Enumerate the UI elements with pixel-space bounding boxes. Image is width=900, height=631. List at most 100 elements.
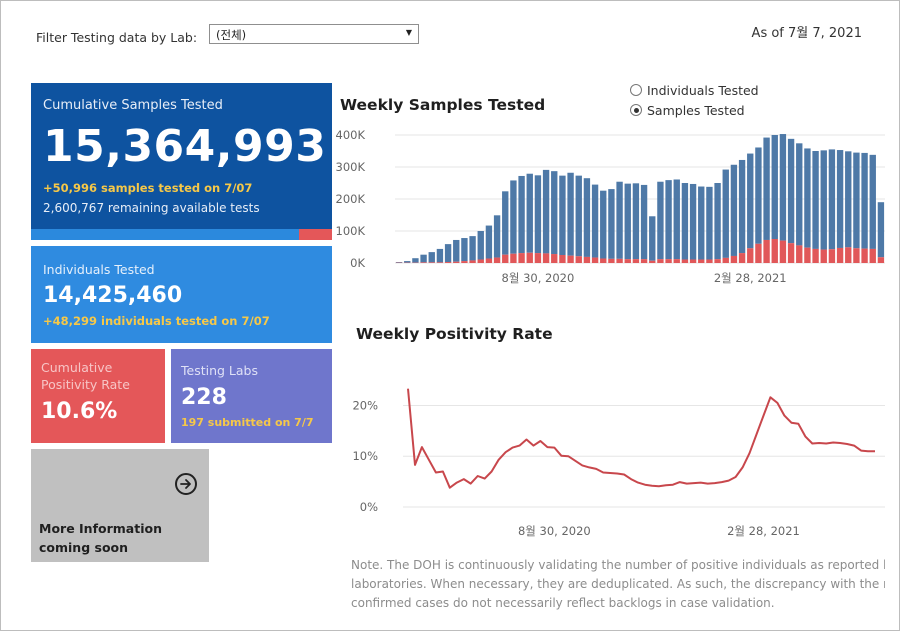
samples-bar[interactable] <box>526 173 533 253</box>
samples-bar[interactable] <box>796 143 803 246</box>
weekly-positivity-chart[interactable]: 0% 10% 20% 8월 30, 2020 2월 28, 2021 <box>335 355 890 545</box>
positive-bar[interactable] <box>665 259 672 263</box>
positive-bar[interactable] <box>771 239 778 263</box>
samples-bar[interactable] <box>591 184 599 258</box>
positive-bar[interactable] <box>869 248 876 263</box>
samples-bar[interactable] <box>673 179 680 260</box>
positive-bar[interactable] <box>681 259 689 263</box>
positive-bar[interactable] <box>542 253 550 263</box>
positive-bar[interactable] <box>551 254 558 263</box>
positive-bar[interactable] <box>583 256 591 263</box>
positive-bar[interactable] <box>600 258 607 263</box>
positive-bar[interactable] <box>698 259 705 263</box>
weekly-samples-chart[interactable]: 0K 100K 200K 300K 400K 8월 30, 2020 2월 28, 2021 <box>335 122 890 297</box>
positive-bar[interactable] <box>853 248 860 263</box>
samples-bar[interactable] <box>714 183 721 260</box>
samples-bar[interactable] <box>820 150 827 250</box>
samples-bar[interactable] <box>845 151 852 248</box>
samples-bar[interactable] <box>689 183 697 260</box>
positive-bar[interactable] <box>836 247 844 263</box>
radio-individuals-icon[interactable] <box>630 84 642 96</box>
samples-bar[interactable] <box>444 244 452 263</box>
positive-bar[interactable] <box>502 254 509 263</box>
samples-bar[interactable] <box>787 138 795 244</box>
samples-bar[interactable] <box>453 239 460 262</box>
positive-bar[interactable] <box>714 259 721 263</box>
samples-bar[interactable] <box>722 169 729 258</box>
samples-bar[interactable] <box>657 181 664 260</box>
positive-bar[interactable] <box>461 261 468 263</box>
samples-bar[interactable] <box>567 172 574 256</box>
positive-bar[interactable] <box>559 255 566 263</box>
positive-bar[interactable] <box>526 252 533 263</box>
samples-bar[interactable] <box>542 169 550 254</box>
samples-bar[interactable] <box>624 183 631 260</box>
samples-bar[interactable] <box>804 148 811 248</box>
cumulative-samples-card[interactable]: Cumulative Samples Tested 15,364,993 +50… <box>31 83 332 240</box>
positive-bar[interactable] <box>779 240 787 263</box>
positive-bar[interactable] <box>657 259 664 263</box>
samples-bar[interactable] <box>502 191 509 255</box>
positive-bar[interactable] <box>649 260 656 263</box>
positive-bar[interactable] <box>534 253 542 263</box>
samples-bar[interactable] <box>420 254 427 263</box>
samples-bar[interactable] <box>436 248 444 263</box>
positive-bar[interactable] <box>453 261 460 263</box>
samples-bar[interactable] <box>877 202 885 258</box>
positive-bar[interactable] <box>738 253 746 263</box>
positive-bar[interactable] <box>469 260 476 263</box>
positive-bar[interactable] <box>510 253 517 263</box>
samples-bar[interactable] <box>518 175 525 254</box>
radio-individuals-tested[interactable]: Individuals Tested <box>630 80 759 100</box>
positive-bar[interactable] <box>485 258 493 263</box>
positive-bar[interactable] <box>706 259 713 263</box>
lab-filter-select[interactable]: (전체) ▼ <box>209 24 419 44</box>
positive-bar[interactable] <box>877 257 885 263</box>
radio-samples-label[interactable]: Samples Tested <box>647 102 745 118</box>
arrow-right-circle-icon[interactable] <box>175 473 197 495</box>
positive-bar[interactable] <box>845 247 852 263</box>
positive-bar[interactable] <box>575 256 582 263</box>
samples-bar[interactable] <box>640 184 648 260</box>
radio-individuals-label[interactable]: Individuals Tested <box>647 82 759 98</box>
positive-bar[interactable] <box>567 255 574 263</box>
positivity-rate-card[interactable]: Cumulative Positivity Rate 10.6% <box>31 349 165 443</box>
positive-bar[interactable] <box>730 255 738 263</box>
samples-bar[interactable] <box>608 189 615 259</box>
samples-bar[interactable] <box>869 154 876 249</box>
samples-bar[interactable] <box>428 252 435 263</box>
positive-bar[interactable] <box>673 259 680 263</box>
samples-bar[interactable] <box>477 231 484 260</box>
positive-bar[interactable] <box>861 248 868 263</box>
positive-bar[interactable] <box>804 247 811 263</box>
samples-bar[interactable] <box>706 186 713 260</box>
samples-bar[interactable] <box>698 186 705 260</box>
samples-bar[interactable] <box>412 258 419 263</box>
radio-samples-tested[interactable]: Samples Tested <box>630 100 759 120</box>
samples-bar[interactable] <box>404 261 411 263</box>
samples-bar[interactable] <box>493 215 501 258</box>
radio-samples-icon[interactable] <box>630 104 642 116</box>
samples-bar[interactable] <box>616 181 623 259</box>
samples-bar[interactable] <box>510 180 517 254</box>
samples-bar[interactable] <box>649 216 656 261</box>
testing-labs-card[interactable]: Testing Labs 228 197 submitted on 7/7 <box>171 349 332 443</box>
positive-bar[interactable] <box>518 253 525 263</box>
positive-bar[interactable] <box>787 243 795 263</box>
positive-bar[interactable] <box>624 259 631 263</box>
samples-bar[interactable] <box>738 159 746 254</box>
positive-bar[interactable] <box>763 239 770 263</box>
samples-bar[interactable] <box>755 147 762 244</box>
samples-bar[interactable] <box>828 149 836 250</box>
positive-bar[interactable] <box>812 248 819 263</box>
samples-bar[interactable] <box>681 183 689 260</box>
positive-bar[interactable] <box>820 249 827 263</box>
positive-bar[interactable] <box>608 258 615 263</box>
positive-bar[interactable] <box>477 259 484 263</box>
positive-bar[interactable] <box>640 259 648 263</box>
positive-bar[interactable] <box>420 262 427 263</box>
samples-bar[interactable] <box>779 134 787 241</box>
samples-bar[interactable] <box>534 175 542 254</box>
samples-bar[interactable] <box>812 151 819 249</box>
samples-bar[interactable] <box>583 178 591 257</box>
